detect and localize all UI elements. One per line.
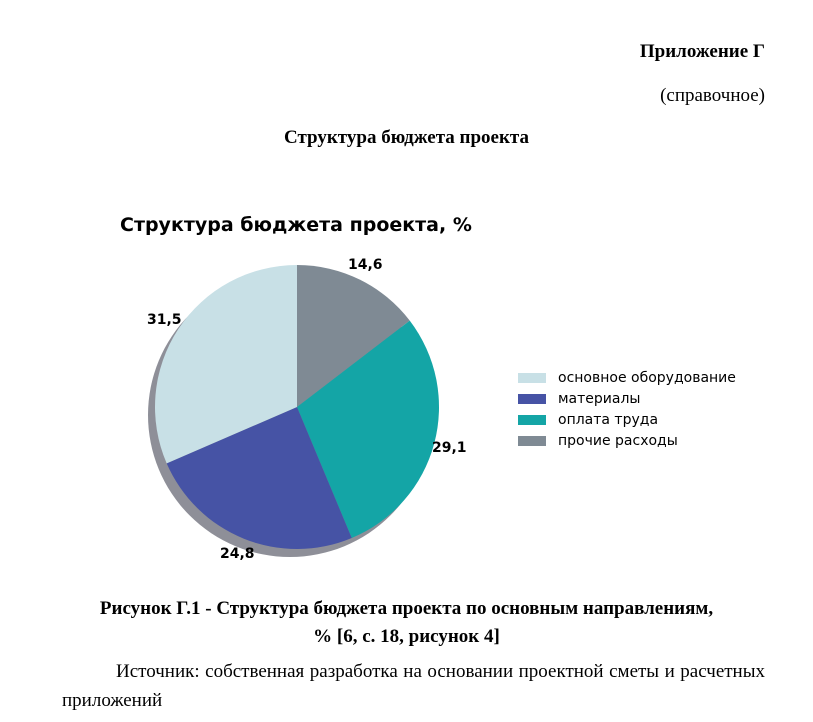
- figure-caption: Рисунок Г.1 - Структура бюджета проекта …: [0, 595, 813, 651]
- appendix-label: Приложение Г: [639, 41, 765, 62]
- source-note: Источник: собственная разработка на осно…: [62, 661, 765, 711]
- pie-slice: [297, 265, 410, 407]
- legend-label: основное оборудование: [558, 369, 736, 386]
- legend-label: оплата труда: [558, 411, 659, 428]
- slice-label-equipment: 31,5: [147, 312, 182, 328]
- pie-slice: [297, 320, 439, 539]
- legend-label: прочие расходы: [558, 432, 678, 449]
- legend-label: материалы: [558, 390, 641, 407]
- legend-item: оплата труда: [518, 409, 736, 430]
- legend-swatch: [518, 393, 546, 404]
- legend-item: материалы: [518, 388, 736, 409]
- caption-line-1: Рисунок Г.1 - Структура бюджета проекта …: [99, 598, 714, 619]
- legend-swatch: [518, 435, 546, 446]
- chart-legend: основное оборудование материалы оплата т…: [518, 367, 736, 451]
- slice-label-other: 14,6: [348, 257, 383, 273]
- slice-label-materials: 24,8: [220, 546, 255, 562]
- section-heading: Структура бюджета проекта: [284, 127, 529, 148]
- legend-swatch: [518, 372, 546, 383]
- caption-line-2: % [6, с. 18, рисунок 4]: [313, 626, 500, 647]
- chart-title: Структура бюджета проекта, %: [120, 214, 472, 236]
- legend-swatch: [518, 414, 546, 425]
- legend-item: основное оборудование: [518, 367, 736, 388]
- legend-item: прочие расходы: [518, 430, 736, 451]
- appendix-type: (справочное): [660, 85, 765, 106]
- pie-slice: [166, 407, 352, 549]
- slice-label-labor: 29,1: [432, 440, 467, 456]
- pie-slice: [154, 265, 297, 464]
